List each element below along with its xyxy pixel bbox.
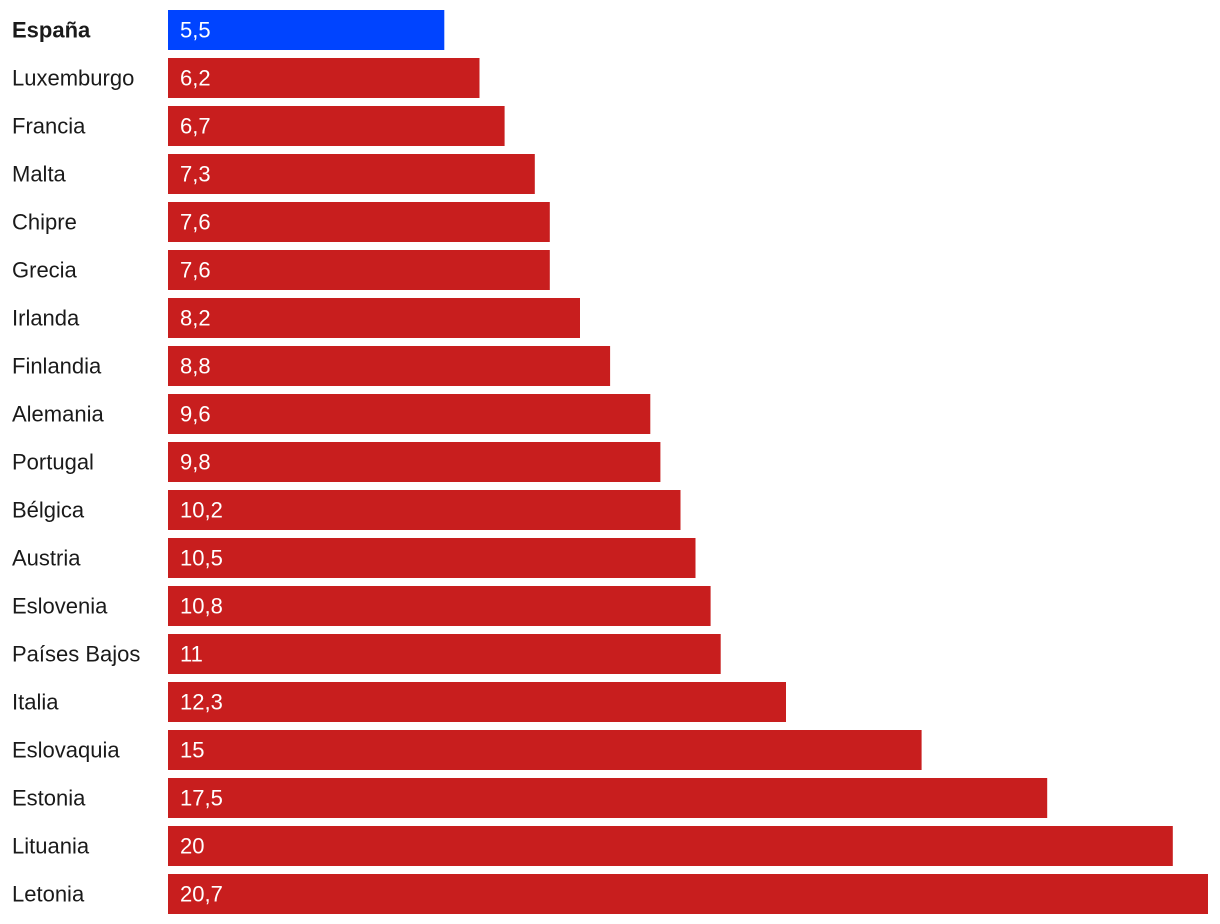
bar-row: Luxemburgo 6,2 [12, 58, 480, 98]
value-label: 9,8 [180, 450, 211, 475]
bar [168, 826, 1173, 866]
bar-row: Portugal 9,8 [12, 442, 661, 482]
bar-row: Finlandia 8,8 [12, 346, 611, 386]
bar-row: Alemania 9,6 [12, 394, 651, 434]
value-label: 10,5 [180, 546, 223, 571]
category-label: Eslovaquia [12, 738, 120, 763]
value-label: 15 [180, 738, 204, 763]
value-label: 9,6 [180, 402, 211, 427]
bar-row: Grecia 7,6 [12, 250, 550, 290]
bar-row: Países Bajos 11 [12, 634, 721, 674]
bar-row: Eslovaquia 15 [12, 730, 922, 770]
value-label: 10,8 [180, 594, 223, 619]
bar [168, 538, 696, 578]
value-label: 17,5 [180, 786, 223, 811]
value-label: 20 [180, 834, 204, 859]
bar [168, 490, 681, 530]
category-label: Alemania [12, 402, 104, 427]
bar-row: España 5,5 [12, 10, 445, 50]
category-label: Portugal [12, 450, 94, 475]
category-label: Italia [12, 690, 59, 715]
bar-row: Malta 7,3 [12, 154, 535, 194]
category-label: Eslovenia [12, 594, 108, 619]
bar [168, 442, 661, 482]
bar-row: Chipre 7,6 [12, 202, 550, 242]
bar [168, 682, 786, 722]
bar [168, 106, 505, 146]
bar-row: Austria 10,5 [12, 538, 696, 578]
bar [168, 298, 580, 338]
value-label: 7,3 [180, 162, 211, 187]
category-label: Estonia [12, 786, 86, 811]
category-label: Países Bajos [12, 642, 140, 667]
category-label: Bélgica [12, 498, 85, 523]
bar-row: Letonia 20,7 [12, 874, 1208, 914]
bar [168, 394, 651, 434]
bar-row: Francia 6,7 [12, 106, 505, 146]
category-label: Chipre [12, 210, 77, 235]
value-label: 20,7 [180, 882, 223, 907]
category-label: Grecia [12, 258, 78, 283]
category-label: Letonia [12, 882, 85, 907]
bar-row: Estonia 17,5 [12, 778, 1048, 818]
bar-row: Irlanda 8,2 [12, 298, 580, 338]
value-label: 12,3 [180, 690, 223, 715]
value-label: 7,6 [180, 258, 211, 283]
bar [168, 250, 550, 290]
bar [168, 202, 550, 242]
value-label: 11 [180, 642, 203, 667]
value-label: 7,6 [180, 210, 211, 235]
bar [168, 586, 711, 626]
value-label: 10,2 [180, 498, 223, 523]
bar [168, 634, 721, 674]
bar [168, 730, 922, 770]
value-label: 6,7 [180, 114, 211, 139]
bar-row: Bélgica 10,2 [12, 490, 681, 530]
category-label: Malta [12, 162, 67, 187]
category-label: Luxemburgo [12, 66, 134, 91]
bar [168, 346, 611, 386]
category-label: Irlanda [12, 306, 80, 331]
value-label: 6,2 [180, 66, 211, 91]
bar [168, 778, 1048, 818]
bar-row: Eslovenia 10,8 [12, 586, 711, 626]
bar [168, 154, 535, 194]
value-label: 5,5 [180, 18, 211, 43]
category-label: Francia [12, 114, 86, 139]
category-label: Finlandia [12, 354, 102, 379]
value-label: 8,2 [180, 306, 211, 331]
category-label: Austria [12, 546, 81, 571]
category-label: España [12, 18, 91, 43]
category-label: Lituania [12, 834, 90, 859]
value-label: 8,8 [180, 354, 211, 379]
bar [168, 874, 1208, 914]
bar [168, 58, 480, 98]
bar-row: Lituania 20 [12, 826, 1173, 866]
bar [168, 10, 445, 50]
bar-row: Italia 12,3 [12, 682, 786, 722]
